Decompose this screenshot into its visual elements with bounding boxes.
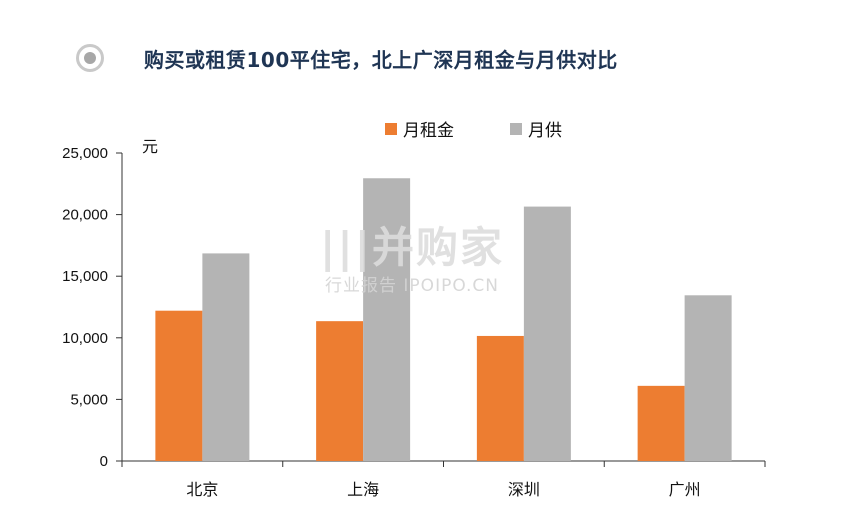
bar-rent-0 (155, 310, 203, 461)
legend-swatch-rent (385, 122, 397, 135)
legend-swatch-mortgage (510, 122, 522, 135)
legend-item-mortgage: 月供 (510, 116, 562, 141)
bar-mortgage-2 (523, 206, 571, 461)
y-tick-label: 0 (100, 453, 108, 470)
radio-bullet-icon (76, 44, 104, 72)
bar-rent-2 (476, 335, 524, 461)
bar-mortgage-1 (363, 178, 411, 462)
y-tick-label: 5,000 (70, 391, 108, 408)
bar-mortgage-3 (684, 295, 732, 461)
bar-rent-3 (637, 385, 685, 461)
y-tick-label: 15,000 (62, 268, 108, 285)
y-tick-label: 25,000 (62, 145, 108, 162)
chart-legend: 月租金 月供 (385, 116, 618, 141)
legend-item-rent: 月租金 (385, 116, 454, 141)
bar-rent-1 (316, 321, 364, 461)
legend-label-mortgage: 月供 (528, 121, 562, 141)
page-title: 购买或租赁100平住宅，北上广深月租金与月供对比 (144, 48, 618, 72)
x-category-label: 深圳 (508, 480, 540, 499)
x-category-label: 广州 (669, 480, 701, 499)
y-tick-label: 20,000 (62, 207, 108, 224)
y-axis-unit-label: 元 (142, 137, 159, 156)
bar-mortgage-0 (202, 253, 250, 461)
y-tick-label: 10,000 (62, 330, 108, 347)
x-category-label: 北京 (186, 480, 218, 499)
legend-label-rent: 月租金 (403, 121, 454, 141)
x-category-label: 上海 (347, 480, 379, 499)
